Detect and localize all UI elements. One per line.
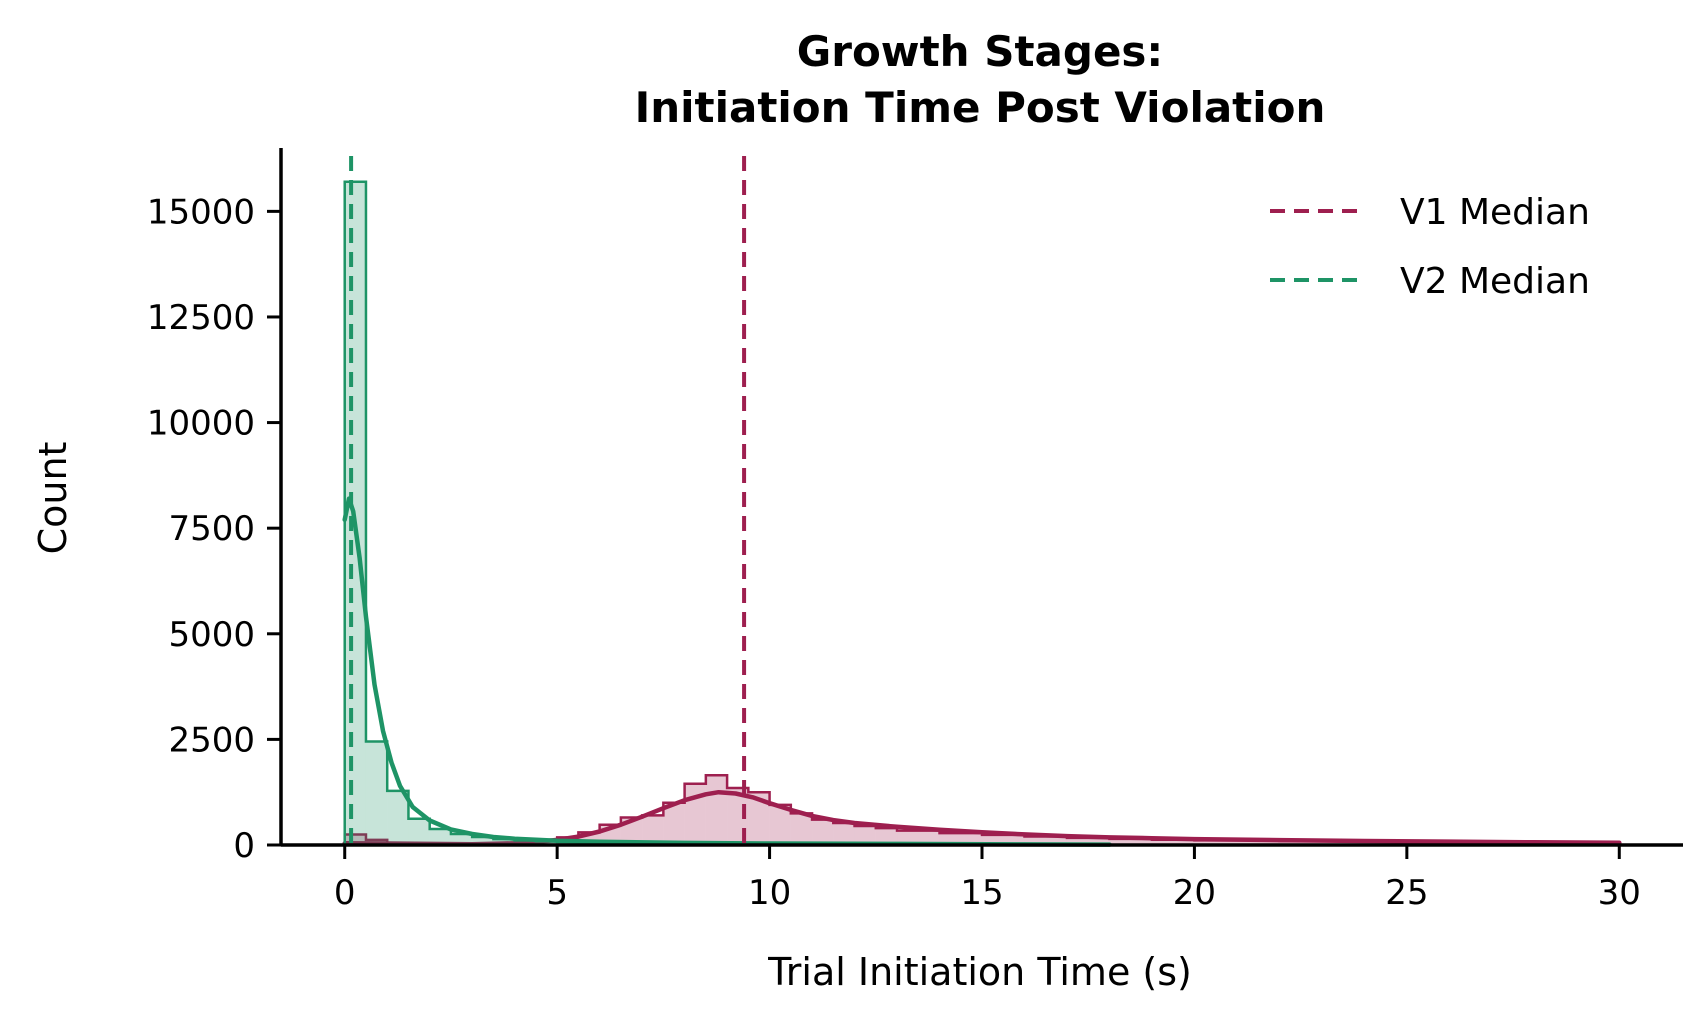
histogram-outline-v2 xyxy=(343,180,1111,846)
y-tick-label: 10000 xyxy=(147,404,255,444)
legend: V1 Median V2 Median xyxy=(1270,192,1590,302)
histogram-bar-v1-21 xyxy=(790,813,813,845)
y-tick-label: 15000 xyxy=(147,192,255,232)
kde-curve-v2 xyxy=(342,496,1112,847)
histogram-bar-v1-0 xyxy=(344,834,366,845)
histogram-bar-v1-34 xyxy=(1279,840,1365,845)
histogram-bar-v2-3 xyxy=(408,818,430,845)
y-axis-label: Count xyxy=(31,442,75,555)
series-v1 xyxy=(342,774,1622,847)
y-tick-label: 0 xyxy=(233,826,255,866)
chart-title-line-1: Growth Stages: xyxy=(797,27,1163,76)
x-axis-label: Trial Initiation Time (s) xyxy=(767,950,1192,994)
histogram-bar-v2-4 xyxy=(429,828,451,845)
histogram-bar-v1-17 xyxy=(705,775,728,845)
chart-title: Growth Stages: Initiation Time Post Viol… xyxy=(635,27,1326,132)
x-tick-label: 20 xyxy=(1173,873,1216,913)
histogram-bar-v2-9 xyxy=(535,841,558,845)
y-tick-label: 2500 xyxy=(168,720,255,760)
axes: 0 5 10 15 20 25 30 0 2500 5000 7500 10000 12500 15000 xyxy=(147,148,1683,913)
series-v2 xyxy=(342,180,1112,847)
histogram-bar-v2-8 xyxy=(514,840,536,845)
histogram-bar-v1-27 xyxy=(939,833,982,845)
histogram-bar-v2-5 xyxy=(450,834,473,845)
legend-label-v2-median: V2 Median xyxy=(1400,261,1590,302)
x-tick-label: 5 xyxy=(546,873,568,913)
x-tick-label: 25 xyxy=(1385,873,1428,913)
histogram-bar-v1-19 xyxy=(748,792,770,845)
histogram-bar-v1-31 xyxy=(1109,838,1152,845)
histogram-bar-v1-22 xyxy=(812,819,834,845)
x-tick-label: 10 xyxy=(748,873,791,913)
histogram-bar-v1-33 xyxy=(1194,840,1280,845)
histogram-bar-v1-15 xyxy=(663,802,685,845)
chart-title-line-2: Initiation Time Post Violation xyxy=(635,83,1326,132)
y-tick-label: 12500 xyxy=(147,298,255,338)
histogram-bar-v1-26 xyxy=(897,830,940,845)
histogram-bar-v1-29 xyxy=(1024,836,1067,845)
histogram-bar-v2-7 xyxy=(493,839,515,845)
histogram-bar-v1-30 xyxy=(1066,837,1110,845)
histogram-bar-v1-32 xyxy=(1151,839,1195,845)
y-tick-label: 5000 xyxy=(168,615,255,655)
histogram-bar-v1-24 xyxy=(854,825,876,845)
x-tick-label: 30 xyxy=(1598,873,1641,913)
plot-area xyxy=(342,156,1622,847)
histogram-bar-v1-14 xyxy=(642,815,664,845)
histogram-bar-v2-2 xyxy=(387,790,409,845)
legend-label-v1-median: V1 Median xyxy=(1400,192,1590,233)
histogram-bar-v2-1 xyxy=(365,741,388,845)
histogram-bar-v1-20 xyxy=(769,804,791,845)
x-tick-label: 0 xyxy=(334,873,356,913)
y-tick-label: 7500 xyxy=(168,509,255,549)
histogram-bar-v1-28 xyxy=(982,834,1025,845)
histogram-bar-v2-6 xyxy=(472,836,494,845)
histogram-bar-v1-25 xyxy=(875,828,898,845)
x-tick-label: 15 xyxy=(960,873,1003,913)
histogram-bar-v1-23 xyxy=(833,823,855,845)
